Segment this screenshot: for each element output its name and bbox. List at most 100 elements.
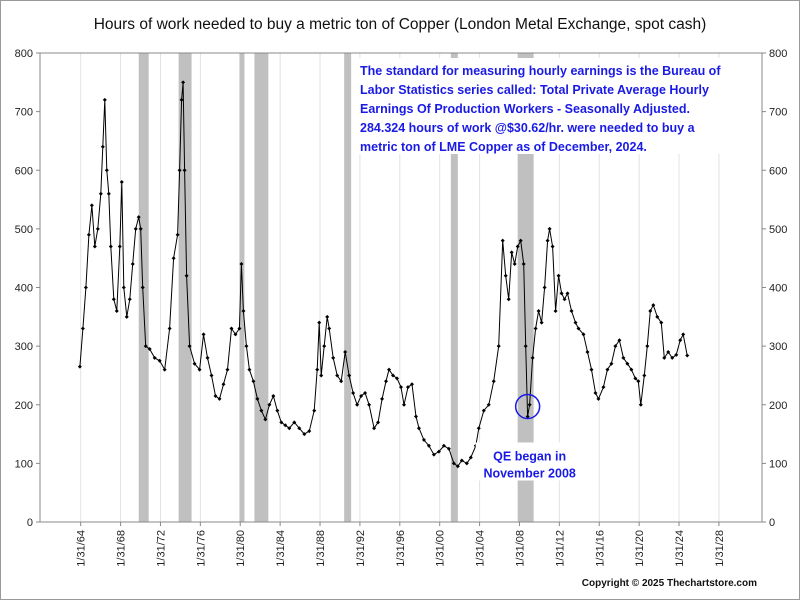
point-marker (617, 338, 622, 343)
point-marker (239, 262, 244, 267)
annotation-line: The standard for measuring hourly earnin… (360, 64, 721, 78)
point-marker (391, 373, 396, 378)
x-tick-label: 1/31/08 (514, 530, 526, 567)
point-marker (233, 332, 238, 337)
point-marker (307, 429, 312, 434)
point-marker (527, 402, 532, 407)
point-marker (421, 437, 426, 442)
point-marker (655, 314, 660, 319)
point-marker (426, 443, 431, 448)
point-marker (213, 393, 218, 398)
point-marker (547, 226, 552, 231)
point-marker (685, 353, 690, 358)
point-marker (201, 332, 206, 337)
point-marker (181, 80, 186, 85)
point-marker (642, 373, 647, 378)
point-marker (367, 402, 372, 407)
x-tick-label: 1/31/04 (475, 530, 487, 567)
point-marker (171, 256, 176, 261)
x-tick-label: 1/31/96 (395, 530, 407, 567)
point-marker (102, 97, 107, 102)
x-tick-label: 1/31/80 (235, 530, 247, 567)
point-marker (297, 426, 302, 431)
point-marker (576, 326, 581, 331)
point-marker (609, 361, 614, 366)
point-marker (481, 408, 486, 413)
point-marker (409, 382, 414, 387)
point-marker (315, 367, 320, 372)
point-marker (247, 367, 252, 372)
point-marker (530, 355, 535, 360)
point-marker (413, 414, 418, 419)
point-marker (136, 215, 141, 220)
x-tick-label: 1/31/72 (155, 530, 167, 567)
recession-band (178, 53, 192, 522)
point-marker (593, 391, 598, 396)
point-marker (152, 355, 157, 360)
point-marker (601, 385, 606, 390)
point-marker (127, 297, 132, 302)
point-marker (372, 426, 377, 431)
point-marker (225, 367, 230, 372)
y2-tick-label: 600 (769, 165, 787, 177)
point-marker (451, 461, 456, 466)
point-marker (518, 238, 523, 243)
y-tick-label: 700 (15, 107, 33, 119)
point-marker (553, 308, 558, 313)
y2-tick-label: 400 (769, 283, 787, 295)
point-marker (221, 382, 226, 387)
point-marker (283, 423, 288, 428)
point-marker (633, 376, 638, 381)
recession-band (344, 53, 352, 522)
point-marker (512, 262, 517, 267)
annotation-line: Earnings Of Production Workers - Seasona… (360, 102, 690, 116)
point-marker (581, 332, 586, 337)
point-marker (331, 355, 336, 360)
y2-tick-label: 200 (769, 400, 787, 412)
point-marker (491, 379, 496, 384)
point-marker (355, 402, 360, 407)
callout-text: November 2008 (483, 467, 575, 481)
point-marker (317, 320, 322, 325)
point-marker (585, 349, 590, 354)
point-marker (92, 244, 97, 249)
point-marker (441, 443, 446, 448)
point-marker (251, 379, 256, 384)
point-marker (147, 347, 152, 352)
point-marker (638, 402, 643, 407)
point-marker (192, 361, 197, 366)
point-marker (351, 391, 356, 396)
point-marker (542, 285, 547, 290)
point-marker (573, 320, 578, 325)
point-marker (545, 238, 550, 243)
point-marker (436, 449, 441, 454)
point-marker (613, 344, 618, 349)
point-marker (322, 344, 327, 349)
point-marker (459, 458, 464, 463)
point-marker (384, 379, 389, 384)
recession-band (254, 53, 269, 522)
point-marker (229, 326, 234, 331)
point-marker (539, 320, 544, 325)
callout-background (475, 442, 580, 481)
point-marker (636, 379, 641, 384)
point-marker (500, 238, 505, 243)
annotation-line: 284.324 hours of work @$30.62/hr. were n… (360, 121, 696, 135)
point-marker (659, 320, 664, 325)
point-marker (83, 285, 88, 290)
point-marker (292, 420, 297, 425)
point-marker (363, 391, 368, 396)
y2-tick-label: 500 (769, 224, 787, 236)
point-marker (104, 168, 109, 173)
point-marker (648, 308, 653, 313)
x-tick-label: 1/31/00 (435, 530, 447, 567)
point-marker (77, 364, 82, 369)
y-tick-label: 400 (15, 283, 33, 295)
x-tick-label: 1/31/28 (714, 530, 726, 567)
point-marker (399, 385, 403, 390)
point-marker (670, 355, 675, 360)
point-marker (503, 273, 508, 278)
point-marker (263, 417, 268, 422)
point-marker (523, 344, 528, 349)
